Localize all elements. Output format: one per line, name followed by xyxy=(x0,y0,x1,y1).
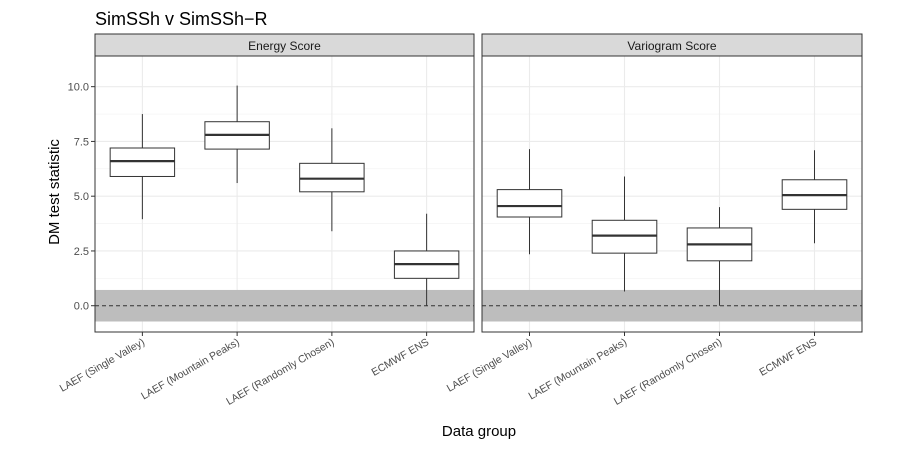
x-tick-label: LAEF (Single Valley) xyxy=(58,336,147,394)
box-2 xyxy=(204,85,270,184)
panel-strip-label: Energy Score xyxy=(248,39,321,53)
panel-strip-label: Variogram Score xyxy=(627,39,716,53)
y-axis-title: DM test statistic xyxy=(46,139,63,245)
x-tick-label: ECMWF ENS xyxy=(370,336,432,378)
y-tick-label: 7.5 xyxy=(74,136,89,148)
y-tick-label: 0.0 xyxy=(74,301,89,313)
box-2 xyxy=(591,176,658,292)
x-tick-label: LAEF (Randomly Chosen) xyxy=(612,336,724,408)
box-1 xyxy=(496,149,563,255)
panel-background xyxy=(95,56,474,332)
x-axis-title: Data group xyxy=(442,423,516,440)
box-3 xyxy=(299,128,365,232)
x-tick-label: LAEF (Mountain Peaks) xyxy=(526,336,629,402)
chart-title: SimSSh v SimSSh−R xyxy=(95,9,268,29)
x-tick-label: LAEF (Mountain Peaks) xyxy=(139,336,242,402)
panel-1: Energy Score LAEF (Single Valley)LAEF (Mo… xyxy=(58,33,475,408)
y-tick-label: 2.5 xyxy=(74,246,89,258)
box-3 xyxy=(686,207,753,306)
x-tick-label: LAEF (Randomly Chosen) xyxy=(224,336,336,408)
y-axis: 0.0 2.5 5.0 7.5 10.0 xyxy=(68,82,95,313)
y-tick-label: 10.0 xyxy=(68,82,89,94)
box-4 xyxy=(781,150,848,244)
box-iqr xyxy=(496,189,563,218)
panel-border xyxy=(481,55,863,333)
panel-border xyxy=(94,55,475,333)
x-tick-label: ECMWF ENS xyxy=(757,336,819,378)
box-4 xyxy=(393,213,460,306)
x-tick-label: LAEF (Single Valley) xyxy=(445,336,534,394)
y-tick-label: 5.0 xyxy=(74,191,89,203)
box-1 xyxy=(109,114,176,220)
